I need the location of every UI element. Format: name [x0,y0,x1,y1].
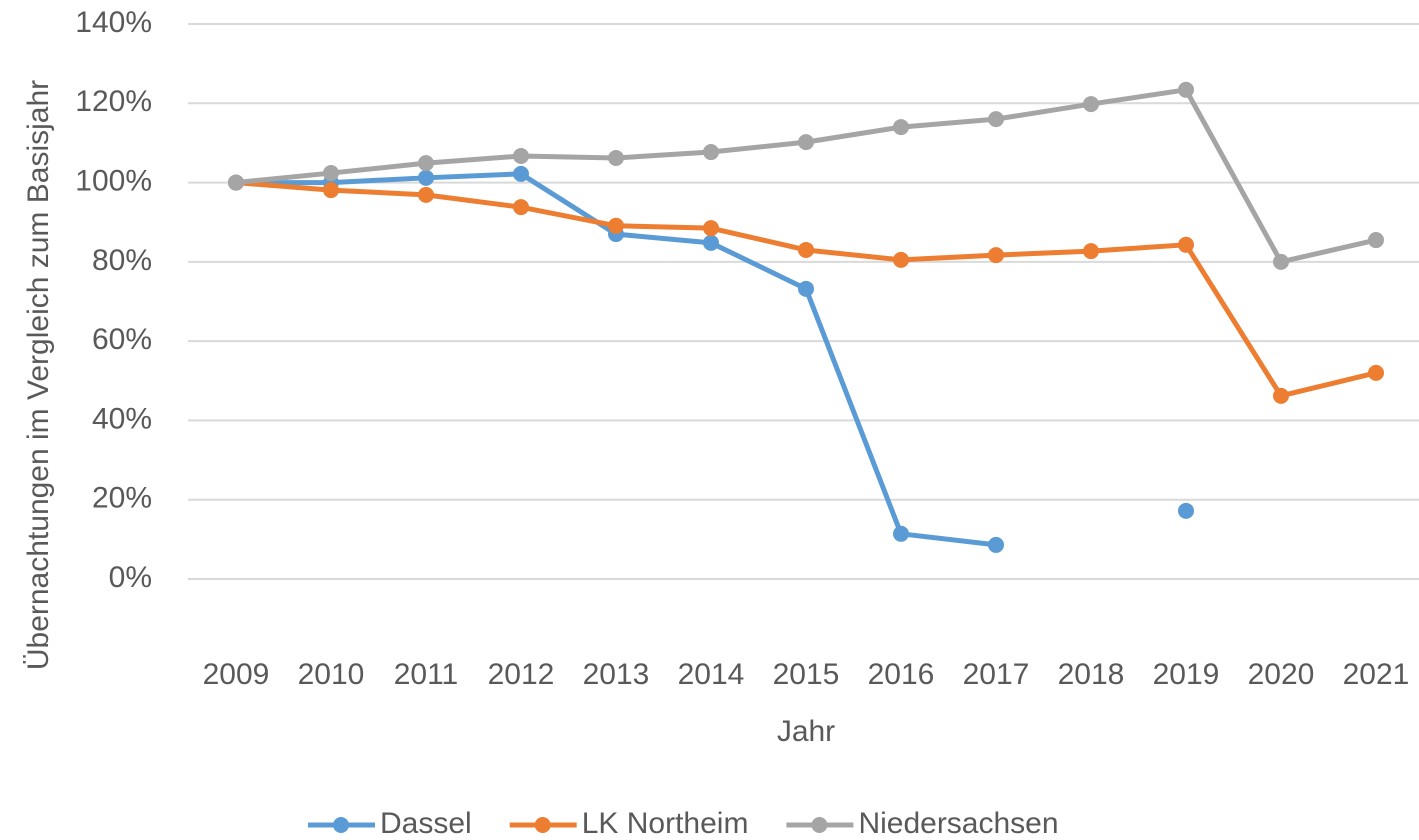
x-tick-label: 2011 [394,658,459,691]
x-tick-label: 2013 [583,658,650,691]
data-point [703,144,719,161]
data-point [893,251,909,268]
x-tick-label: 2010 [298,658,365,691]
x-tick-label: 2015 [773,658,840,691]
data-point [418,186,434,203]
series-line [235,87,1377,265]
y-tick-label: 140% [75,6,152,39]
y-axis-title: Übernachtungen im Vergleich zum Basisjah… [22,80,55,670]
data-point [798,280,814,297]
data-point [1083,96,1099,113]
x-tick-label: 2021 [1343,658,1410,691]
data-point [893,525,909,542]
data-point [513,148,529,165]
data-point [1083,243,1099,260]
y-tick-label: 120% [75,85,152,118]
data-point [323,182,339,199]
y-tick-label: 20% [92,482,152,515]
x-tick-label: 2020 [1248,658,1315,691]
data-point [703,220,719,237]
data-point [893,119,909,136]
data-point [513,165,529,182]
x-tick-label: 2012 [488,658,555,691]
data-point [988,247,1004,264]
data-point [703,234,719,251]
data-point [228,174,244,191]
x-tick-label: 2009 [203,658,270,691]
data-point [1178,502,1194,519]
data-point [418,155,434,172]
data-point [1178,236,1194,253]
data-point [988,111,1004,128]
legend-marker [811,817,828,833]
data-point [513,199,529,216]
legend-marker [534,817,551,833]
data-point [323,165,339,182]
data-point [988,536,1004,553]
data-point [1368,364,1384,381]
data-point [418,169,434,186]
data-point [798,241,814,258]
x-tick-label: 2018 [1058,658,1125,691]
y-tick-label: 100% [75,164,152,197]
data-point [1178,81,1194,98]
data-point [1273,253,1289,270]
x-tick-label: 2016 [868,658,935,691]
data-point [608,149,624,166]
data-point [1368,232,1384,249]
y-tick-label: 60% [92,323,152,356]
legend-label: LK Northeim [582,807,749,840]
x-axis-title: Jahr [777,715,835,748]
legend-marker [333,817,349,833]
x-tick-label: 2017 [963,658,1030,691]
y-tick-label: 80% [92,244,152,277]
legend-label: Niedersachsen [858,807,1058,840]
y-tick-label: 0% [109,561,152,594]
legend-label: Dassel [380,807,472,840]
x-tick-label: 2014 [678,658,745,691]
y-tick-label: 40% [92,402,152,435]
data-point [798,134,814,151]
data-point [1273,387,1289,404]
x-tick-label: 2019 [1153,658,1220,691]
data-point [608,217,624,234]
